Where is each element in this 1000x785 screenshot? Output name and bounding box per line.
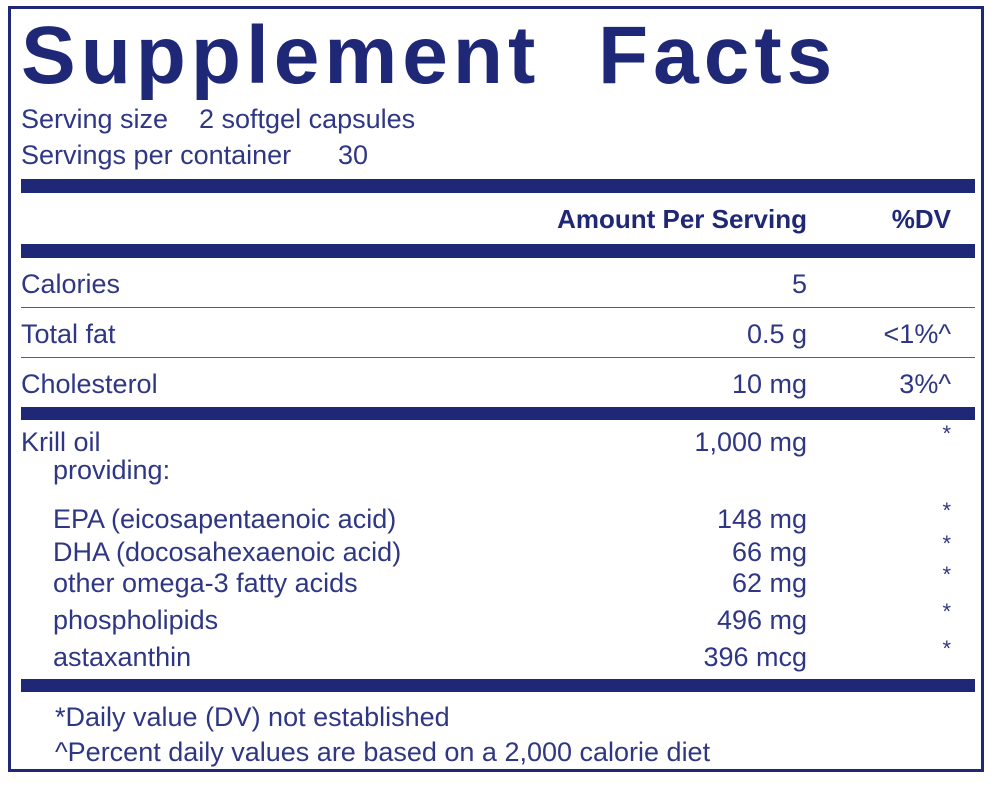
ingredient-name: DHA (docosahexaenoic acid)	[53, 537, 402, 567]
nutrient-amount: 0.5 g	[746, 319, 807, 349]
nutrient-name: Total fat	[21, 319, 116, 349]
ingredient-name: providing:	[53, 455, 171, 485]
ingredient-amount: 148 mg	[716, 504, 807, 534]
ingredient-amount: 66 mg	[731, 537, 807, 567]
ingredient-dv: *	[942, 421, 951, 446]
servings-label: Servings per container	[21, 140, 292, 170]
divider-bar	[21, 679, 975, 692]
supplement-facts-panel: Supplement Facts Serving size 2 softgel …	[8, 6, 984, 772]
ingredient-name: phospholipids	[53, 605, 219, 635]
dv-header: %DV	[891, 204, 951, 234]
divider-bar	[21, 244, 975, 258]
servings: 30	[338, 140, 369, 170]
ingredient-amount: 396 mcg	[703, 642, 807, 672]
ingredient-name: Krill oil	[21, 427, 101, 457]
ingredient-dv: *	[942, 562, 951, 587]
divider-bar	[21, 407, 975, 420]
footnote: *Daily value (DV) not established	[55, 702, 450, 732]
nutrient-amount: 10 mg	[731, 369, 807, 399]
row-divider	[21, 307, 975, 308]
ingredient-dv: *	[942, 636, 951, 661]
ingredient-name: EPA (eicosapentaenoic acid)	[53, 504, 397, 534]
nutrient-amount: 5	[791, 269, 807, 299]
ingredient-name: astaxanthin	[53, 642, 192, 672]
ingredient-amount: 1,000 mg	[694, 427, 807, 457]
nutrient-name: Calories	[21, 269, 121, 299]
footnote: ^Percent daily values are based on a 2,0…	[55, 737, 711, 767]
ingredient-dv: *	[942, 498, 951, 523]
ingredient-dv: *	[942, 599, 951, 624]
serving-size-label: Serving size	[21, 104, 169, 134]
ingredient-amount: 496 mg	[716, 605, 807, 635]
ingredient-name: other omega-3 fatty acids	[53, 568, 358, 598]
nutrient-name: Cholesterol	[21, 369, 158, 399]
ingredient-amount: 62 mg	[731, 568, 807, 598]
divider-bar	[21, 179, 975, 193]
serving-size: 2 softgel capsules	[199, 104, 416, 134]
nutrient-dv: <1%^	[883, 319, 951, 349]
nutrient-dv: 3%^	[899, 369, 951, 399]
amount-header: Amount Per Serving	[557, 204, 807, 234]
ingredient-dv: *	[942, 531, 951, 556]
row-divider	[21, 357, 975, 358]
title: Supplement Facts	[21, 10, 838, 101]
